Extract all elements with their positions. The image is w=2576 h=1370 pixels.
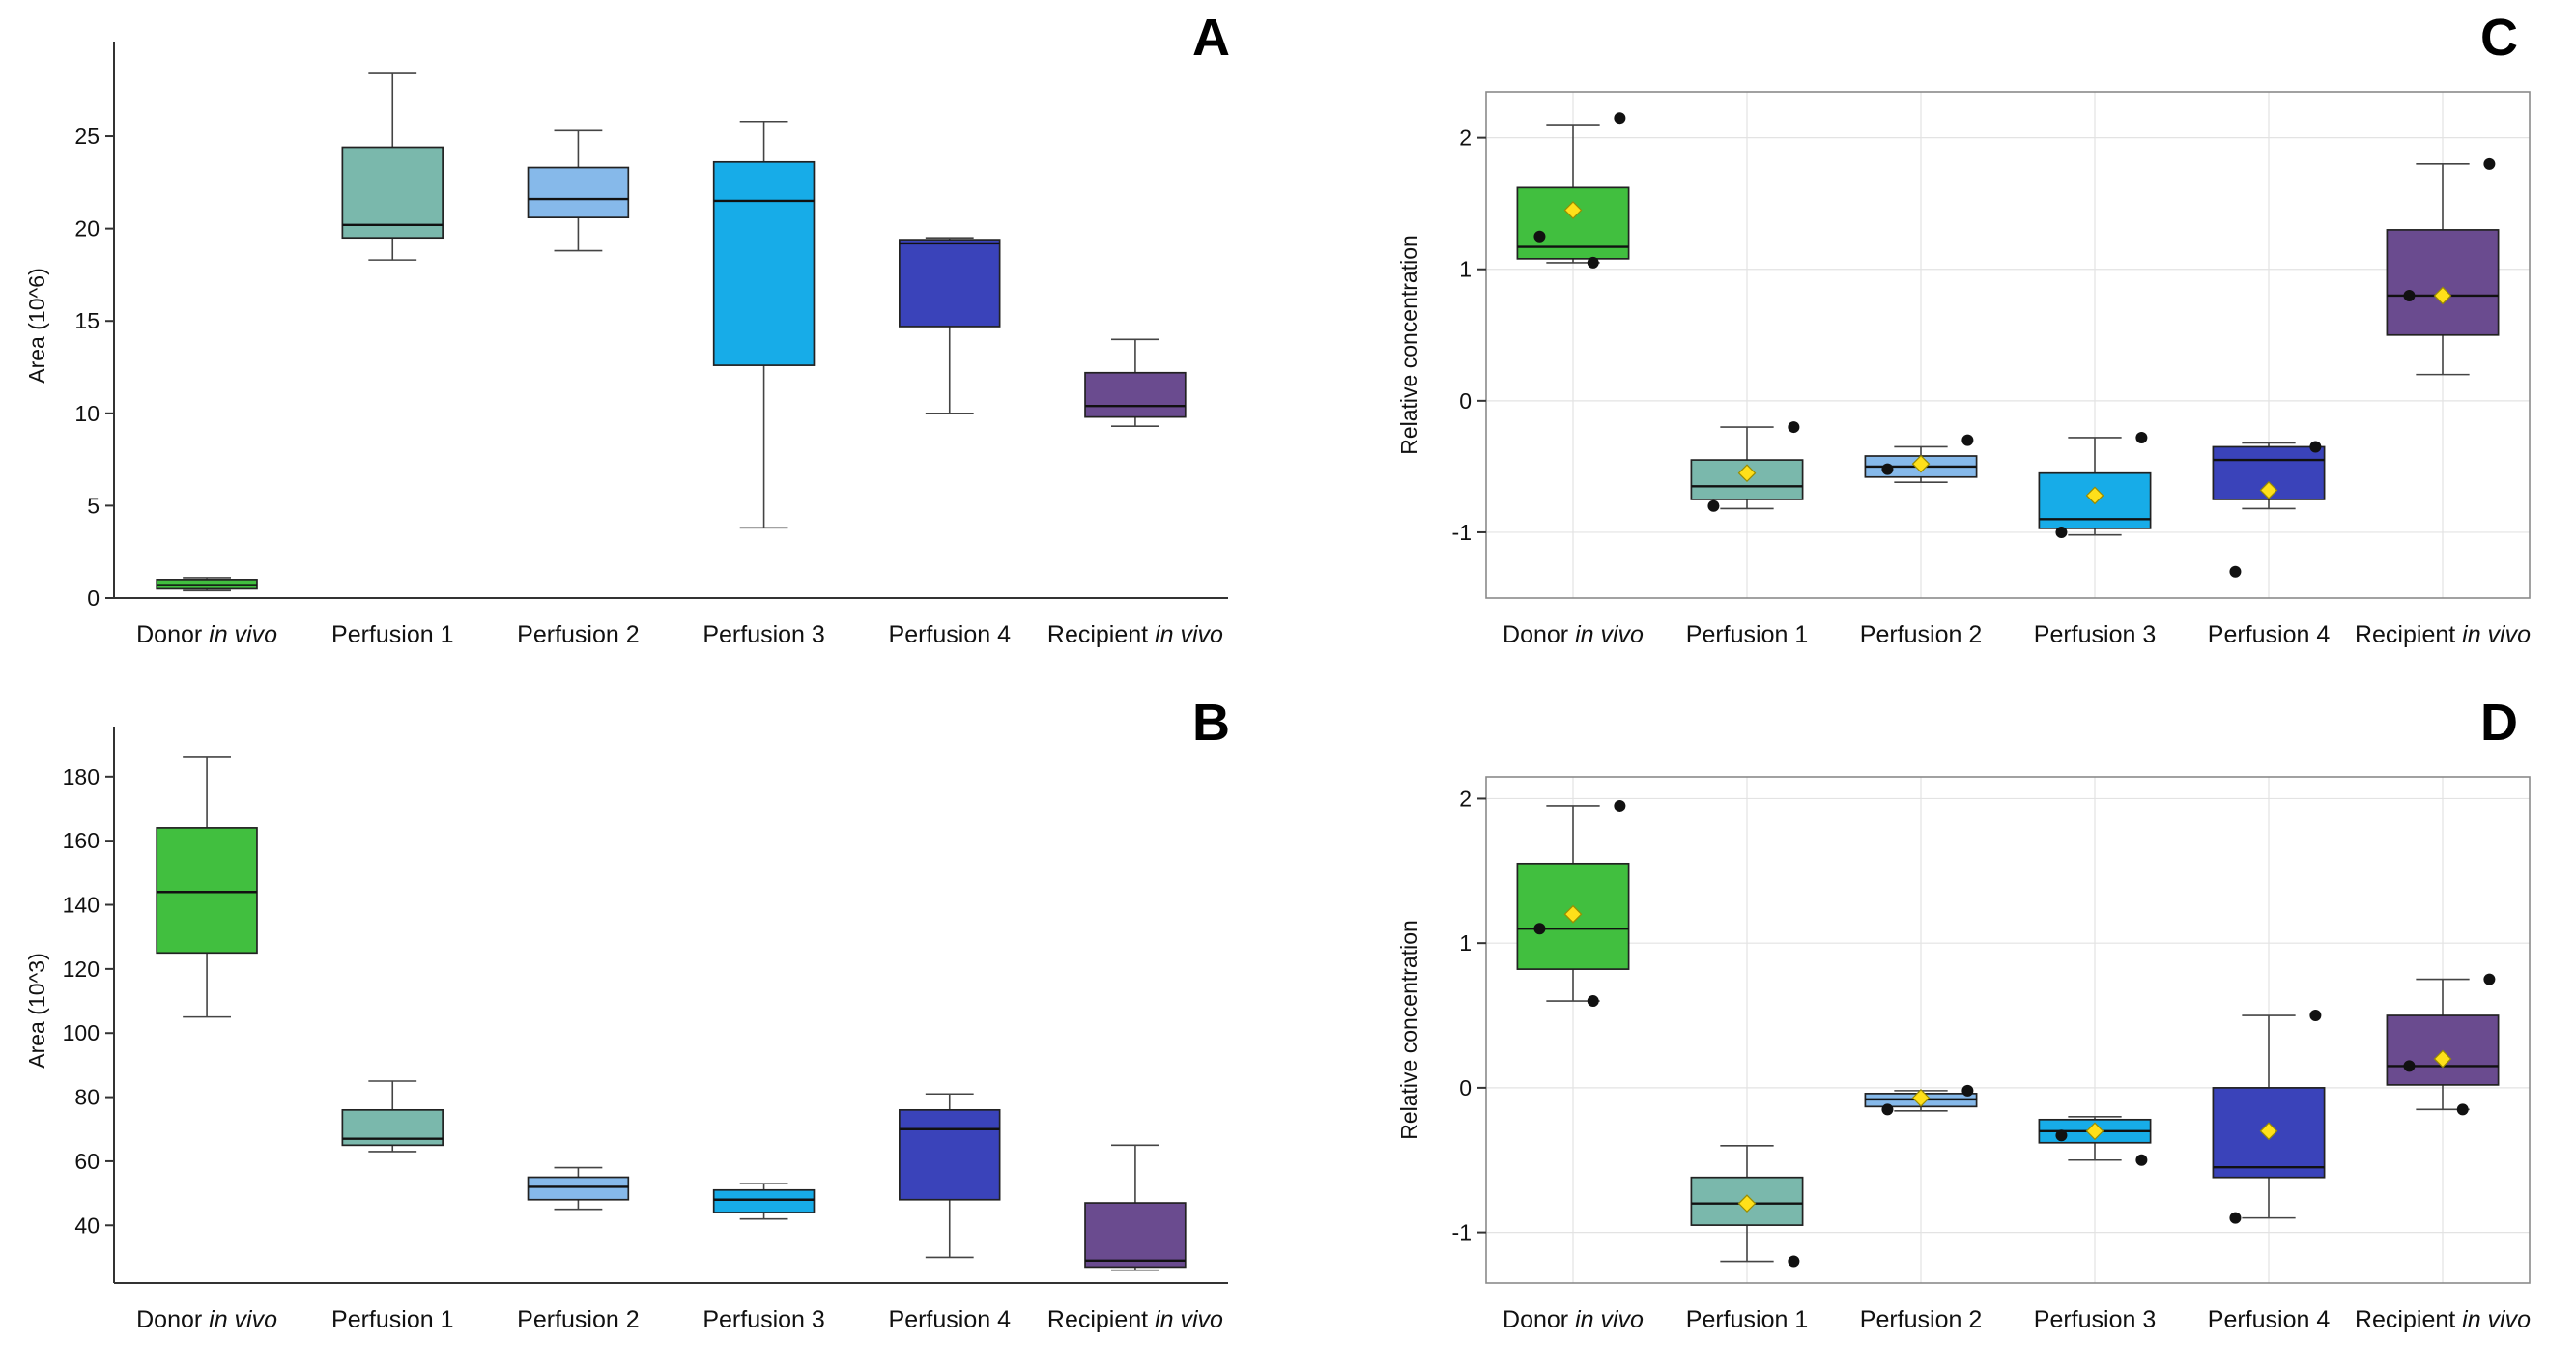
svg-text:5: 5 bbox=[87, 493, 100, 518]
svg-text:Donor in vivo: Donor in vivo bbox=[1503, 621, 1644, 648]
svg-text:-1: -1 bbox=[1452, 520, 1472, 545]
panel-a-letter: A bbox=[1192, 9, 1230, 67]
svg-text:Perfusion 4: Perfusion 4 bbox=[889, 1306, 1012, 1333]
panel-c: C -1 0 1 2 Relative concentration Donor in vi… bbox=[1288, 0, 2576, 685]
panel-d-boxplot: -1 0 1 2 Relative concentration Donor in vivo… bbox=[1396, 776, 2531, 1333]
svg-text:Donor in vivo: Donor in vivo bbox=[136, 621, 277, 648]
svg-text:-1: -1 bbox=[1452, 1220, 1472, 1245]
svg-text:Recipient in vivo: Recipient in vivo bbox=[1047, 621, 1223, 648]
svg-text:180: 180 bbox=[63, 764, 100, 789]
svg-text:1: 1 bbox=[1459, 257, 1472, 282]
panel-c-boxplot: -1 0 1 2 Relative concentration Donor in vivo… bbox=[1396, 91, 2531, 648]
svg-text:Perfusion 1: Perfusion 1 bbox=[1686, 621, 1808, 648]
svg-text:100: 100 bbox=[63, 1020, 100, 1045]
svg-text:Area (10^6): Area (10^6) bbox=[24, 268, 49, 383]
svg-text:25: 25 bbox=[74, 124, 100, 149]
svg-text:Perfusion 4: Perfusion 4 bbox=[2208, 1306, 2331, 1333]
svg-text:Perfusion 1: Perfusion 1 bbox=[331, 1306, 453, 1333]
svg-text:120: 120 bbox=[63, 956, 100, 982]
svg-text:Perfusion 4: Perfusion 4 bbox=[889, 621, 1012, 648]
svg-text:Perfusion 3: Perfusion 3 bbox=[2034, 1306, 2156, 1333]
svg-text:Perfusion 2: Perfusion 2 bbox=[1860, 621, 1982, 648]
svg-text:0: 0 bbox=[1459, 388, 1472, 414]
svg-text:0: 0 bbox=[87, 585, 100, 611]
panel-b-letter: B bbox=[1192, 694, 1230, 752]
svg-text:Perfusion 2: Perfusion 2 bbox=[517, 1306, 639, 1333]
svg-text:Perfusion 3: Perfusion 3 bbox=[2034, 621, 2156, 648]
panel-b: B 40 60 80 100 120 140 160 180 Area (10^3) Donor … bbox=[0, 685, 1288, 1370]
svg-text:160: 160 bbox=[63, 828, 100, 853]
svg-text:140: 140 bbox=[63, 893, 100, 918]
svg-text:Perfusion 3: Perfusion 3 bbox=[702, 621, 824, 648]
panel-d: D -1 0 1 2 Relative concentration Donor in vi… bbox=[1288, 685, 2576, 1370]
svg-text:Area (10^3): Area (10^3) bbox=[24, 953, 49, 1068]
svg-text:10: 10 bbox=[74, 401, 100, 426]
panel-c-letter: C bbox=[2480, 9, 2518, 67]
svg-text:Perfusion 4: Perfusion 4 bbox=[2208, 621, 2331, 648]
svg-text:0: 0 bbox=[1459, 1075, 1472, 1100]
svg-text:Donor in vivo: Donor in vivo bbox=[136, 1306, 277, 1333]
svg-text:Recipient in vivo: Recipient in vivo bbox=[2355, 1306, 2531, 1333]
svg-text:2: 2 bbox=[1459, 785, 1472, 811]
svg-text:2: 2 bbox=[1459, 126, 1472, 151]
svg-text:Recipient in vivo: Recipient in vivo bbox=[1047, 1306, 1223, 1333]
panel-a: A 0 5 10 15 20 25 Area (10^6) Donor in vivo Perf… bbox=[0, 0, 1288, 685]
svg-text:Relative concentration: Relative concentration bbox=[1396, 920, 1421, 1140]
svg-text:60: 60 bbox=[74, 1149, 100, 1174]
panel-d-letter: D bbox=[2480, 694, 2518, 752]
svg-text:15: 15 bbox=[74, 308, 100, 333]
svg-text:Perfusion 1: Perfusion 1 bbox=[1686, 1306, 1808, 1333]
svg-text:Donor in vivo: Donor in vivo bbox=[1503, 1306, 1644, 1333]
svg-text:Perfusion 2: Perfusion 2 bbox=[517, 621, 639, 648]
svg-text:1: 1 bbox=[1459, 930, 1472, 956]
svg-text:Relative concentration: Relative concentration bbox=[1396, 235, 1421, 455]
svg-text:Perfusion 2: Perfusion 2 bbox=[1860, 1306, 1982, 1333]
svg-text:20: 20 bbox=[74, 216, 100, 242]
svg-text:Recipient in vivo: Recipient in vivo bbox=[2355, 621, 2531, 648]
svg-text:80: 80 bbox=[74, 1085, 100, 1110]
panel-b-boxplot: 40 60 80 100 120 140 160 180 Area (10^3) Donor in… bbox=[24, 727, 1228, 1333]
svg-text:Perfusion 1: Perfusion 1 bbox=[331, 621, 453, 648]
panel-a-boxplot: 0 5 10 15 20 25 Area (10^6) Donor in vivo Perfus… bbox=[24, 42, 1228, 648]
svg-text:40: 40 bbox=[74, 1213, 100, 1238]
svg-text:Perfusion 3: Perfusion 3 bbox=[702, 1306, 824, 1333]
